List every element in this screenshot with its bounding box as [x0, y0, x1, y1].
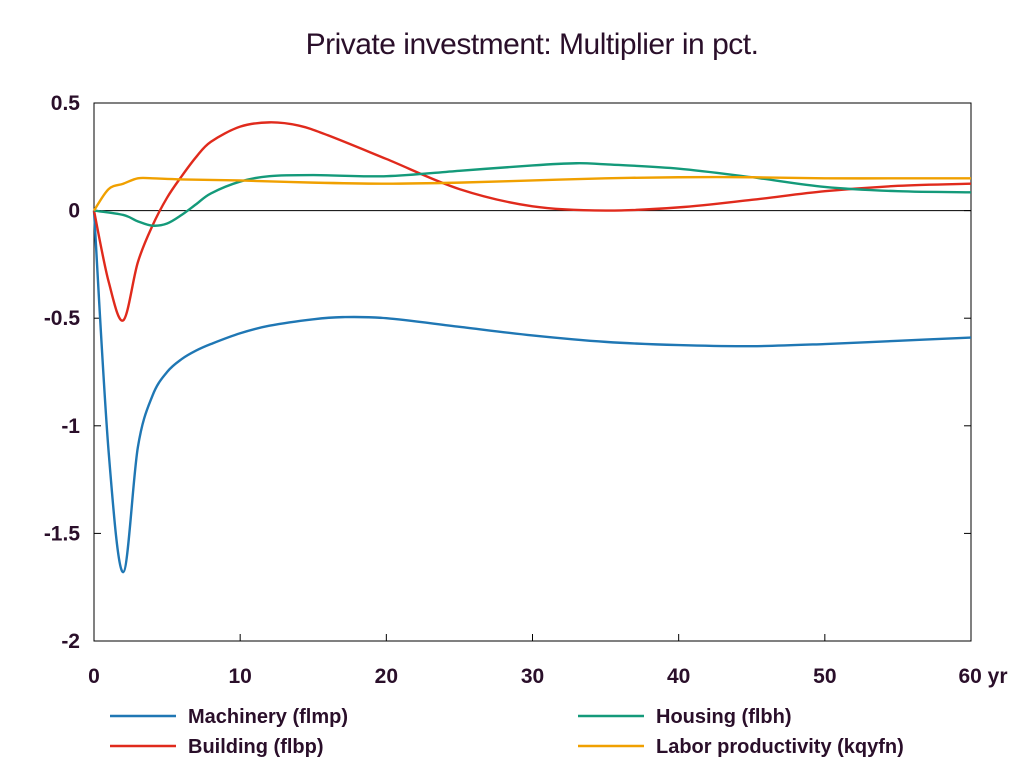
- legend: Machinery (flmp) Building (flbp) Housing (…: [110, 706, 904, 758]
- plot-frame: [93, 102, 972, 642]
- x-tick-label: 60 yr: [958, 665, 1007, 688]
- series-line-3: [92, 175, 971, 212]
- y-tick-label: -2: [61, 630, 80, 653]
- series-lines: [92, 121, 972, 574]
- y-tick-label: -1: [61, 415, 80, 438]
- legend-label-3: Labor productivity (kqyfn): [656, 736, 904, 758]
- tick-group: 0.5 0 -0.5 -1 -1.5 -2 0 10 20 30 40 50 60 yr: [44, 92, 1008, 688]
- series-line-1: [92, 121, 972, 322]
- chart-title: Private investment: Multiplier in pct.: [305, 28, 759, 61]
- series-line-2: [93, 162, 972, 227]
- legend-label-1: Building (flbp): [188, 736, 324, 758]
- x-tick-label: 10: [228, 665, 251, 688]
- x-tick-label: 50: [813, 665, 836, 688]
- x-tick-label: 20: [375, 665, 398, 688]
- legend-label-2: Housing (flbh): [656, 706, 792, 728]
- y-tick-label: -1.5: [44, 522, 81, 545]
- x-tick-label: 40: [667, 665, 690, 688]
- y-tick-label: 0.5: [51, 92, 81, 115]
- x-tick-label: 0: [88, 665, 100, 688]
- series-line-0: [92, 210, 972, 574]
- legend-label-0: Machinery (flmp): [188, 706, 348, 728]
- x-tick-label: 30: [521, 665, 544, 688]
- y-tick-label: 0: [68, 200, 80, 223]
- y-tick-label: -0.5: [44, 307, 81, 330]
